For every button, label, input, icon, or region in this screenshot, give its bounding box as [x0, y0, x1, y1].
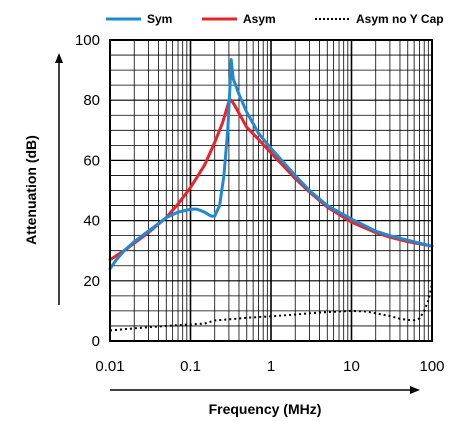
- x-tick-label: 1: [267, 358, 275, 375]
- y-axis-label: Attenuation (dB): [23, 135, 39, 245]
- y-axis-arrowhead: [55, 53, 63, 63]
- series-line-sym: [108, 58, 434, 271]
- legend-item-sym: Sym: [106, 12, 172, 26]
- x-axis-arrowhead: [410, 386, 420, 394]
- series-layer: [108, 58, 434, 332]
- y-tick-label: 100: [75, 32, 100, 49]
- legend-label-asym: Asym: [243, 12, 276, 26]
- x-tick-label: 0.01: [95, 358, 124, 375]
- x-tick-label: 100: [419, 358, 444, 375]
- x-tick-label: 10: [343, 358, 360, 375]
- y-tick-label: 20: [83, 273, 100, 290]
- y-tick-label: 60: [83, 152, 100, 169]
- y-tick-label: 40: [83, 213, 100, 230]
- legend-item-asym: Asym: [202, 12, 276, 26]
- plot-frame: [109, 39, 433, 342]
- legend-item-asym-no-y-cap: Asym no Y Cap: [315, 12, 444, 26]
- tick-labels: 0.01 0.1 1 10 100 0 20 40 60 80 100: [75, 32, 445, 375]
- series-line-asym-no-y-cap: [109, 283, 433, 332]
- y-tick-label: 80: [83, 92, 100, 109]
- legend-label-asym-no-y-cap: Asym no Y Cap: [356, 12, 444, 26]
- x-axis-label: Frequency (MHz): [209, 401, 322, 417]
- x-axis-title: Frequency (MHz): [110, 386, 420, 417]
- legend: Sym Asym Asym no Y Cap: [106, 12, 444, 26]
- y-tick-label: 0: [92, 333, 100, 350]
- x-tick-label: 0.1: [180, 358, 201, 375]
- y-axis-title: Attenuation (dB): [23, 53, 63, 305]
- legend-label-sym: Sym: [147, 12, 172, 26]
- grid: [110, 40, 432, 341]
